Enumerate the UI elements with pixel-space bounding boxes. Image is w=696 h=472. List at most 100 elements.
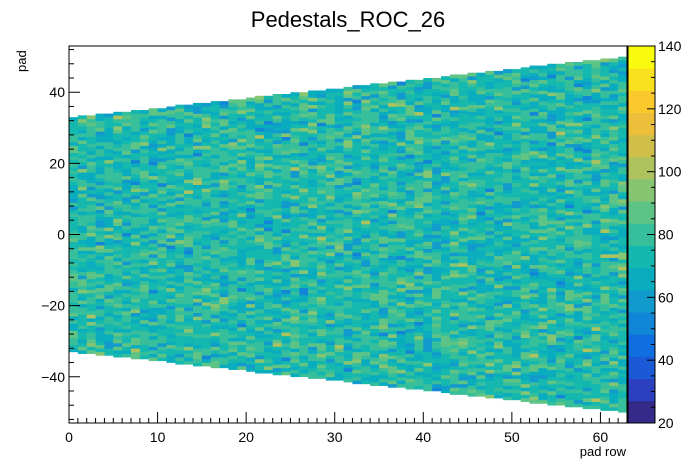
heatmap-cell bbox=[352, 184, 362, 189]
heatmap-cell bbox=[467, 385, 477, 390]
heatmap-cell bbox=[547, 262, 557, 267]
heatmap-cell bbox=[263, 191, 274, 196]
heatmap-cell bbox=[317, 250, 327, 255]
heatmap-cell bbox=[467, 293, 477, 298]
heatmap-cell bbox=[547, 298, 557, 303]
heatmap-cell bbox=[281, 204, 291, 209]
heatmap-cell bbox=[396, 259, 406, 264]
heatmap-cell bbox=[122, 168, 132, 173]
heatmap-cell bbox=[139, 234, 150, 239]
heatmap-cell bbox=[317, 190, 327, 194]
heatmap-cell bbox=[255, 177, 265, 182]
heatmap-cell bbox=[538, 399, 548, 404]
heatmap-cell bbox=[175, 293, 185, 298]
heatmap-cell bbox=[370, 289, 380, 294]
heatmap-cell bbox=[556, 351, 566, 356]
heatmap-cell bbox=[361, 312, 371, 317]
heatmap-cell bbox=[423, 355, 433, 360]
heatmap-cell bbox=[414, 222, 424, 226]
heatmap-cell bbox=[237, 262, 247, 267]
heatmap-cell bbox=[458, 366, 468, 370]
heatmap-cell bbox=[246, 246, 256, 251]
heatmap-cell bbox=[379, 350, 389, 354]
heatmap-cell bbox=[591, 188, 601, 193]
heatmap-cell bbox=[449, 280, 460, 285]
heatmap-cell bbox=[86, 271, 96, 276]
heatmap-cell bbox=[591, 70, 601, 75]
heatmap-cell bbox=[246, 179, 256, 184]
heatmap-cell bbox=[503, 126, 513, 130]
heatmap-cell bbox=[458, 223, 468, 228]
heatmap-cell bbox=[396, 280, 406, 285]
heatmap-cell bbox=[503, 207, 513, 212]
heatmap-cell bbox=[467, 111, 477, 116]
heatmap-cell bbox=[405, 136, 415, 141]
heatmap-cell bbox=[441, 94, 451, 98]
heatmap-cell bbox=[582, 266, 592, 271]
heatmap-cell bbox=[193, 355, 203, 360]
heatmap-cell bbox=[352, 280, 362, 285]
heatmap-cell bbox=[405, 225, 415, 230]
heatmap-cell bbox=[361, 358, 371, 363]
heatmap-cell bbox=[290, 326, 300, 331]
heatmap-cell bbox=[95, 230, 105, 235]
heatmap-cell bbox=[476, 79, 486, 84]
heatmap-cell bbox=[166, 198, 176, 203]
heatmap-cell bbox=[175, 357, 185, 362]
heatmap-cell bbox=[157, 204, 167, 209]
heatmap-cell bbox=[157, 225, 167, 230]
heatmap-cell bbox=[237, 302, 247, 306]
heatmap-cell bbox=[334, 330, 344, 335]
heatmap-cell bbox=[396, 245, 406, 250]
heatmap-cell bbox=[538, 83, 548, 88]
heatmap-cell bbox=[201, 266, 212, 271]
heatmap-cell bbox=[467, 161, 477, 166]
heatmap-cell bbox=[485, 284, 495, 289]
heatmap-cell bbox=[122, 118, 132, 123]
heatmap-cell bbox=[77, 243, 88, 248]
heatmap-cell bbox=[591, 326, 601, 331]
heatmap-cell bbox=[565, 236, 575, 241]
heatmap-cell bbox=[396, 241, 406, 246]
heatmap-cell bbox=[69, 252, 79, 257]
heatmap-cell bbox=[573, 86, 584, 91]
heatmap-cell bbox=[556, 131, 566, 136]
heatmap-cell bbox=[148, 357, 158, 362]
heatmap-cell bbox=[582, 326, 592, 331]
heatmap-cell bbox=[148, 321, 158, 326]
heatmap-cell bbox=[334, 124, 344, 129]
heatmap-cell bbox=[228, 334, 238, 338]
heatmap-cell bbox=[122, 129, 132, 134]
heatmap-cell bbox=[317, 353, 327, 358]
heatmap-cell bbox=[343, 232, 353, 237]
heatmap-cell bbox=[113, 140, 123, 145]
heatmap-cell bbox=[396, 120, 406, 125]
heatmap-cell bbox=[529, 65, 539, 70]
heatmap-cell bbox=[308, 296, 318, 301]
heatmap-cell bbox=[432, 241, 442, 246]
heatmap-cell bbox=[69, 138, 79, 143]
heatmap-cell bbox=[405, 250, 415, 255]
heatmap-cell bbox=[485, 134, 495, 139]
heatmap-cell bbox=[281, 126, 291, 130]
heatmap-cell bbox=[441, 90, 451, 95]
heatmap-cell bbox=[228, 220, 238, 225]
heatmap-cell bbox=[308, 303, 318, 308]
heatmap-cell bbox=[529, 211, 539, 216]
heatmap-cell bbox=[379, 115, 389, 120]
heatmap-cell bbox=[494, 323, 504, 328]
heatmap-cell bbox=[591, 227, 601, 232]
heatmap-cell bbox=[547, 255, 557, 260]
heatmap-cell bbox=[414, 136, 424, 141]
heatmap-cell bbox=[246, 136, 256, 141]
heatmap-cell bbox=[317, 111, 327, 116]
heatmap-cell bbox=[272, 129, 282, 134]
heatmap-cell bbox=[77, 211, 88, 216]
heatmap-cell bbox=[95, 156, 105, 161]
heatmap-cell bbox=[458, 277, 468, 282]
heatmap-cell bbox=[272, 357, 282, 362]
heatmap-cell bbox=[308, 278, 318, 283]
heatmap-cell bbox=[441, 143, 451, 148]
heatmap-cell bbox=[379, 346, 389, 351]
heatmap-cell bbox=[511, 122, 522, 127]
